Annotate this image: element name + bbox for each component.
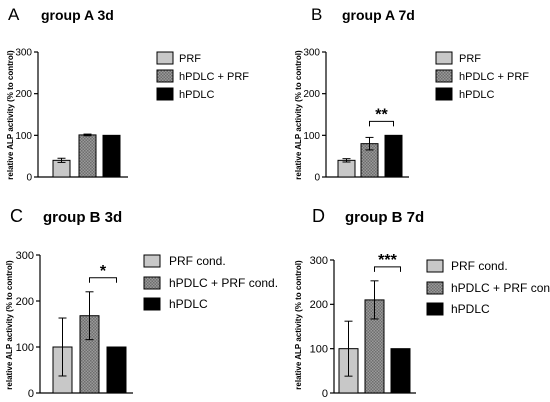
chart-title: group B 3d [43, 209, 122, 226]
chart-title: group A 3d [41, 7, 114, 23]
significance-bracket [89, 277, 117, 283]
y-tick-label: 300 [303, 48, 320, 59]
y-tick-label: 200 [310, 299, 328, 311]
y-tick-label: 200 [15, 89, 32, 100]
legend-label: hPDLC [179, 89, 215, 101]
y-axis-label: relative ALP activity (% to control) [6, 50, 15, 180]
legend-swatch [143, 276, 161, 290]
significance-bracket [374, 266, 401, 272]
y-tick-label: 200 [16, 296, 34, 308]
significance-label: * [100, 263, 107, 280]
bar-1 [337, 159, 356, 178]
y-tick-label: 100 [16, 342, 34, 354]
legend-swatch [435, 87, 453, 101]
y-tick-label: 0 [314, 173, 320, 184]
y-tick-label: 100 [310, 344, 328, 356]
y-tick-label: 0 [26, 173, 32, 184]
bar-3 [102, 134, 121, 178]
panel-letter: C [10, 206, 23, 226]
chart-title: group B 7d [345, 209, 424, 226]
bar-2 [78, 134, 97, 178]
y-tick-label: 0 [322, 388, 328, 400]
legend-label: PRF cond. [451, 259, 508, 273]
legend-swatch [426, 302, 444, 316]
panel-letter: A [8, 5, 20, 24]
y-tick-label: 0 [28, 388, 34, 400]
legend-label: hPDLC + PRF cond. [169, 276, 278, 290]
legend-label: hPDLC + PRF [459, 71, 529, 83]
bar-3 [390, 348, 411, 394]
legend-label: hPDLC + PRF cond. [451, 281, 550, 295]
legend-swatch [435, 51, 453, 65]
legend-swatch [156, 87, 174, 101]
panel-letter: B [311, 5, 322, 24]
y-tick-label: 100 [15, 131, 32, 142]
y-axis-label: relative ALP activity (% to control) [294, 50, 303, 180]
bar-3 [384, 134, 403, 178]
legend-label: hPDLC + PRF [179, 71, 249, 83]
legend-label: PRF [179, 53, 201, 65]
legend-label: hPDLC [169, 297, 208, 311]
y-axis-label: relative ALP activity (% to control) [294, 260, 303, 390]
y-tick-label: 200 [303, 89, 320, 100]
legend-label: hPDLC [459, 89, 495, 101]
legend-swatch [435, 69, 453, 83]
y-tick-label: 300 [16, 250, 34, 262]
y-tick-label: 300 [310, 255, 328, 267]
significance-bracket [369, 120, 394, 127]
legend-swatch [426, 259, 444, 273]
legend-label: hPDLC [451, 302, 490, 316]
legend-label: PRF cond. [169, 254, 226, 268]
legend-swatch [143, 297, 161, 311]
legend-swatch [426, 281, 444, 295]
legend-swatch [156, 51, 174, 65]
bar-3 [106, 346, 127, 394]
legend-label: PRF [459, 53, 481, 65]
chart-title: group A 7d [342, 7, 415, 23]
y-tick-label: 300 [15, 48, 32, 59]
legend-swatch [143, 254, 161, 268]
y-tick-label: 100 [303, 131, 320, 142]
legend-swatch [156, 69, 174, 83]
significance-label: *** [378, 252, 397, 269]
y-axis-label: relative ALP activity (% to control) [5, 260, 14, 390]
significance-label: ** [375, 106, 388, 123]
panel-letter: D [312, 206, 325, 226]
